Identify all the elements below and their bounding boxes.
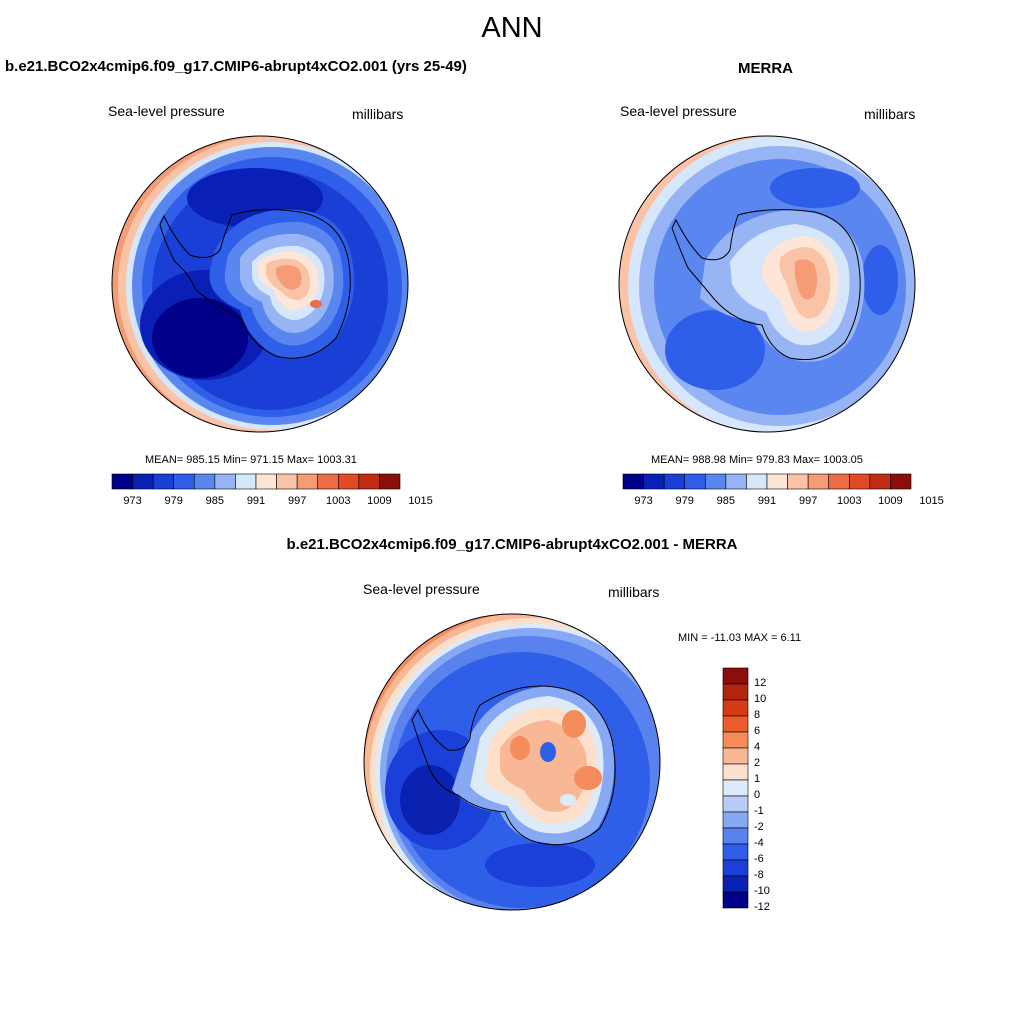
colorbar-swatch [807,473,830,490]
colorbar-swatch [337,473,360,490]
colorbar-tick-label: 997 [798,495,818,507]
colorbar-tick-label: -10 [754,885,770,897]
colorbar-tick-label: -2 [754,821,764,833]
unit-label-obs: millibars [864,106,916,122]
variable-label-model: Sea-level pressure [108,103,225,119]
colorbar-tick-label: 991 [246,495,266,507]
colorbar-tick-label: 973 [123,495,142,507]
colorbar-obs [622,473,912,490]
colorbar-tick-label: 1015 [408,495,433,507]
colorbar-swatch [722,747,749,765]
map-model [112,136,408,432]
colorbar-swatch [722,891,749,909]
unit-label-model: millibars [352,106,404,122]
colorbar-swatch [828,473,850,490]
colorbar-swatch [890,473,912,490]
colorbar-swatch [722,795,749,813]
colorbar-swatch [214,473,236,490]
colorbar-swatch [722,875,749,893]
colorbar-swatch [869,473,891,490]
colorbar-tick-label: 8 [754,709,761,721]
colorbar-swatch [235,473,257,490]
colorbar-tick-label: 979 [675,495,694,507]
colorbar-swatch [722,731,749,749]
colorbar-tick-label: 1015 [919,495,944,507]
colorbar-swatch [132,473,154,490]
colorbar-swatch [787,473,809,490]
colorbar-swatch [722,827,749,845]
colorbar-swatch [722,667,749,685]
colorbar-tick-label: 1003 [837,495,862,507]
colorbar-tick-label: 6 [754,725,761,737]
colorbar-swatch [722,763,749,781]
colorbar-tick-label: 1003 [326,495,351,507]
colorbar-swatch [848,473,871,490]
panel-title-obs: MERRA [738,60,793,77]
colorbar-tick-label: 991 [757,495,777,507]
colorbar-tick-label: 985 [205,495,225,507]
colorbar-swatch [296,473,319,490]
colorbar-swatch [766,473,788,490]
colorbar-swatch [722,699,749,717]
colorbar-tick-label: 985 [716,495,736,507]
colorbar-tick-label: -8 [754,869,764,881]
colorbar-tick-label: 12 [754,677,767,689]
colorbar-swatch [173,473,195,490]
panel-title-diff: b.e21.BCO2x4cmip6.f09_g17.CMIP6-abrupt4x… [286,536,738,553]
variable-label-obs: Sea-level pressure [620,103,737,119]
colorbar-swatch [193,473,216,490]
panel-title-model: b.e21.BCO2x4cmip6.f09_g17.CMIP6-abrupt4x… [5,58,467,75]
colorbar-swatch [276,473,298,490]
colorbar-swatch [722,843,749,861]
colorbar-swatch [704,473,727,490]
colorbar-tick-label: 1009 [367,495,392,507]
colorbar-swatch [643,473,665,490]
colorbar-tick-label: 979 [164,495,183,507]
colorbar-swatch [663,473,686,490]
colorbar-swatch [722,683,749,701]
colorbar-tick-label: -6 [754,853,764,865]
colorbar-swatch [317,473,339,490]
colorbar-swatch [255,473,277,490]
colorbar-swatch [725,473,747,490]
colorbar-swatch [722,859,749,877]
colorbar-swatch [358,473,380,490]
colorbar-swatch [746,473,768,490]
colorbar-model [111,473,401,490]
colorbar-swatch [379,473,401,490]
colorbar-swatch [111,473,133,490]
colorbar-tick-label: 1 [754,773,761,785]
figure-title: ANN [481,12,543,44]
colorbar-tick-label: 4 [754,741,761,753]
map-obs [619,136,915,432]
colorbar-tick-label: -1 [754,805,764,817]
colorbar-swatch [722,811,749,829]
colorbar-tick-label: 2 [754,757,761,769]
colorbar-swatch [722,715,749,733]
unit-label-diff: millibars [608,584,660,600]
colorbar-tick-label: 1009 [878,495,903,507]
variable-label-diff: Sea-level pressure [363,581,480,597]
colorbar-swatch [622,473,644,490]
colorbar-tick-label: -4 [754,837,764,849]
stats-obs: MEAN= 988.98 Min= 979.83 Max= 1003.05 [651,454,863,466]
colorbar-diff [722,667,749,909]
colorbar-tick-label: 10 [754,693,767,705]
stats-model: MEAN= 985.15 Min= 971.15 Max= 1003.31 [145,454,357,466]
colorbar-tick-label: 973 [634,495,653,507]
colorbar-swatch [152,473,175,490]
stats-diff: MIN = -11.03 MAX = 6.11 [678,632,802,644]
map-diff [364,614,660,910]
colorbar-tick-label: -12 [754,901,770,913]
colorbar-swatch [684,473,706,490]
colorbar-tick-label: 0 [754,789,761,801]
colorbar-swatch [722,779,749,797]
colorbar-tick-label: 997 [287,495,307,507]
